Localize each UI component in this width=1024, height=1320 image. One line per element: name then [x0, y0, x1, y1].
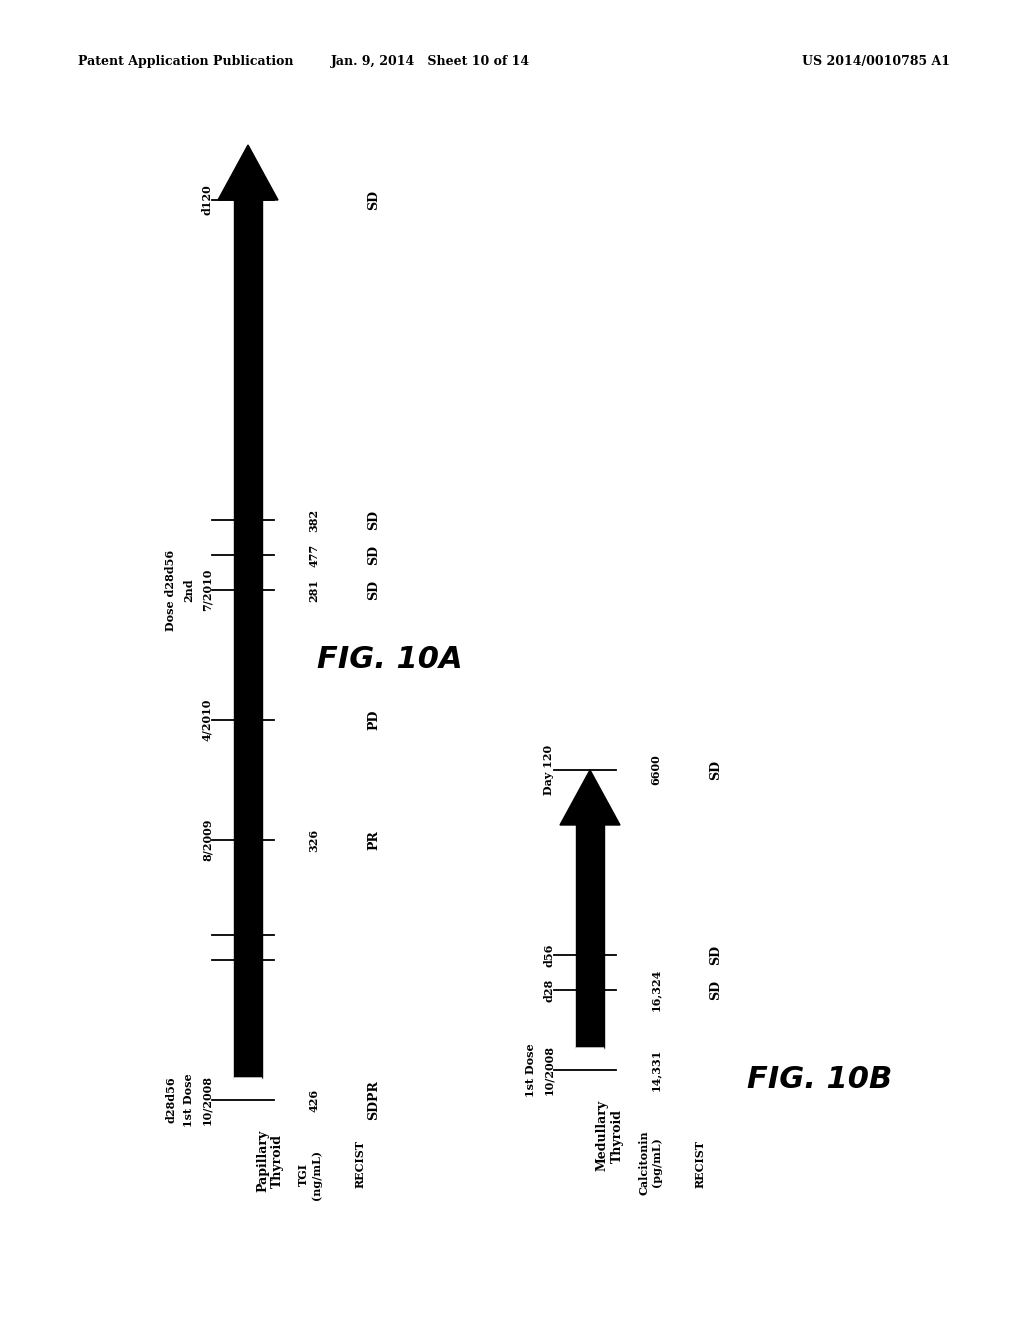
Text: 10/2008: 10/2008 [544, 1045, 555, 1096]
Text: FIG. 10A: FIG. 10A [317, 645, 463, 675]
Text: 8/2009: 8/2009 [202, 818, 213, 861]
Text: 426: 426 [308, 1089, 319, 1111]
Text: 10/2008: 10/2008 [202, 1074, 213, 1125]
Text: 14,331: 14,331 [650, 1049, 662, 1092]
Text: SD: SD [368, 190, 381, 210]
Text: Papillary
Thyroid: Papillary Thyroid [256, 1130, 284, 1192]
Text: 2nd: 2nd [183, 578, 195, 602]
Text: Patent Application Publication: Patent Application Publication [78, 55, 294, 69]
Text: 1st Dose: 1st Dose [525, 1043, 537, 1097]
Text: Day 120: Day 120 [544, 744, 555, 795]
Text: 6600: 6600 [650, 755, 662, 785]
Text: 16,324: 16,324 [650, 969, 662, 1011]
Text: 477: 477 [308, 544, 319, 566]
Text: SD: SD [710, 945, 723, 965]
Text: 281: 281 [308, 578, 319, 602]
Text: 1st Dose: 1st Dose [183, 1073, 195, 1127]
Text: SD: SD [710, 760, 723, 780]
Polygon shape [560, 770, 620, 825]
Text: d28d56: d28d56 [166, 1077, 176, 1123]
Text: 4/2010: 4/2010 [202, 698, 213, 742]
Text: d120: d120 [202, 185, 213, 215]
Text: Jan. 9, 2014   Sheet 10 of 14: Jan. 9, 2014 Sheet 10 of 14 [331, 55, 529, 69]
Text: 326: 326 [308, 829, 319, 851]
Bar [575, 825, 604, 1048]
Text: 382: 382 [308, 508, 319, 532]
Bar [234, 201, 262, 1078]
Text: Dose d28d56: Dose d28d56 [166, 549, 176, 631]
Text: 7/2010: 7/2010 [202, 569, 213, 611]
Text: PD: PD [368, 710, 381, 730]
Polygon shape [218, 145, 278, 201]
Text: RECIST: RECIST [354, 1140, 366, 1188]
Polygon shape [575, 1048, 604, 1071]
Text: Medullary
Thyroid: Medullary Thyroid [596, 1100, 624, 1171]
Text: SDPR: SDPR [368, 1080, 381, 1119]
Text: SD: SD [368, 579, 381, 601]
Text: Calcitonin
(pg/mL): Calcitonin (pg/mL) [638, 1130, 662, 1195]
Text: US 2014/0010785 A1: US 2014/0010785 A1 [802, 55, 950, 69]
Text: SD: SD [710, 979, 723, 1001]
Text: PR: PR [368, 830, 381, 850]
Text: SD: SD [368, 545, 381, 565]
Polygon shape [234, 1078, 262, 1100]
Text: SD: SD [368, 510, 381, 531]
Text: FIG. 10B: FIG. 10B [748, 1065, 893, 1094]
Text: RECIST: RECIST [694, 1140, 706, 1188]
Text: d56: d56 [544, 944, 555, 966]
Text: d28: d28 [544, 978, 555, 1002]
Text: TGI
(ng/mL): TGI (ng/mL) [298, 1150, 322, 1200]
